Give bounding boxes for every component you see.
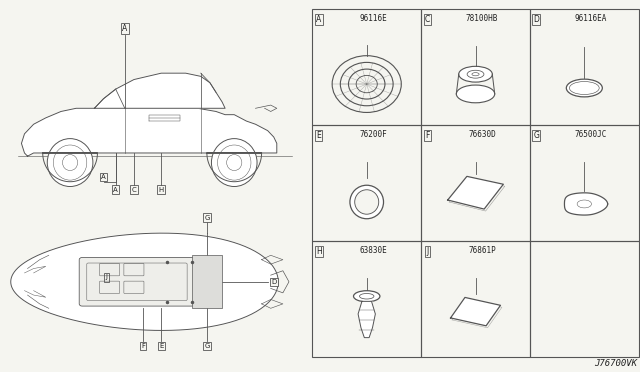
Text: E: E [159,343,163,349]
Polygon shape [448,176,503,209]
Text: 63830E: 63830E [359,246,387,255]
Text: A: A [122,24,127,33]
Bar [421,9,530,125]
Bar [530,125,639,241]
Ellipse shape [566,79,602,97]
Bar [530,241,639,357]
Text: F: F [141,343,145,349]
Polygon shape [95,73,225,108]
Bar [421,241,530,357]
Bar [312,241,421,357]
Polygon shape [451,298,500,326]
Ellipse shape [459,66,492,82]
Text: H: H [316,247,321,256]
Bar [312,125,421,241]
Text: G: G [533,131,540,140]
Circle shape [47,139,93,186]
Text: G: G [204,343,209,349]
Text: D: D [533,15,540,24]
Ellipse shape [456,85,495,103]
Ellipse shape [353,291,380,302]
Bar [530,9,639,125]
Text: D: D [271,279,276,285]
Text: A: A [101,174,106,180]
Text: 76630D: 76630D [468,130,496,139]
Polygon shape [11,233,278,330]
Text: C: C [132,187,136,193]
Text: H: H [159,187,164,193]
Text: A: A [316,15,321,24]
Text: 76861P: 76861P [468,246,496,255]
Text: 76200F: 76200F [359,130,387,139]
Text: G: G [204,215,209,221]
Polygon shape [564,193,607,215]
Circle shape [211,139,257,186]
Text: J: J [106,275,108,280]
Text: F: F [426,131,429,140]
Text: J: J [426,247,429,256]
Text: 96116EA: 96116EA [575,14,607,23]
Text: C: C [425,15,430,24]
Text: 78100HB: 78100HB [466,14,498,23]
Text: 76500JC: 76500JC [575,130,607,139]
FancyBboxPatch shape [79,257,195,306]
Bar [312,9,421,125]
Polygon shape [22,108,277,156]
Text: J76700VK: J76700VK [594,359,637,368]
Ellipse shape [355,190,379,214]
Bar [192,255,222,308]
Text: A: A [113,187,118,193]
Polygon shape [358,301,375,338]
Text: 96116E: 96116E [359,14,387,23]
Text: E: E [316,131,321,140]
Ellipse shape [350,185,383,219]
Bar [421,125,530,241]
